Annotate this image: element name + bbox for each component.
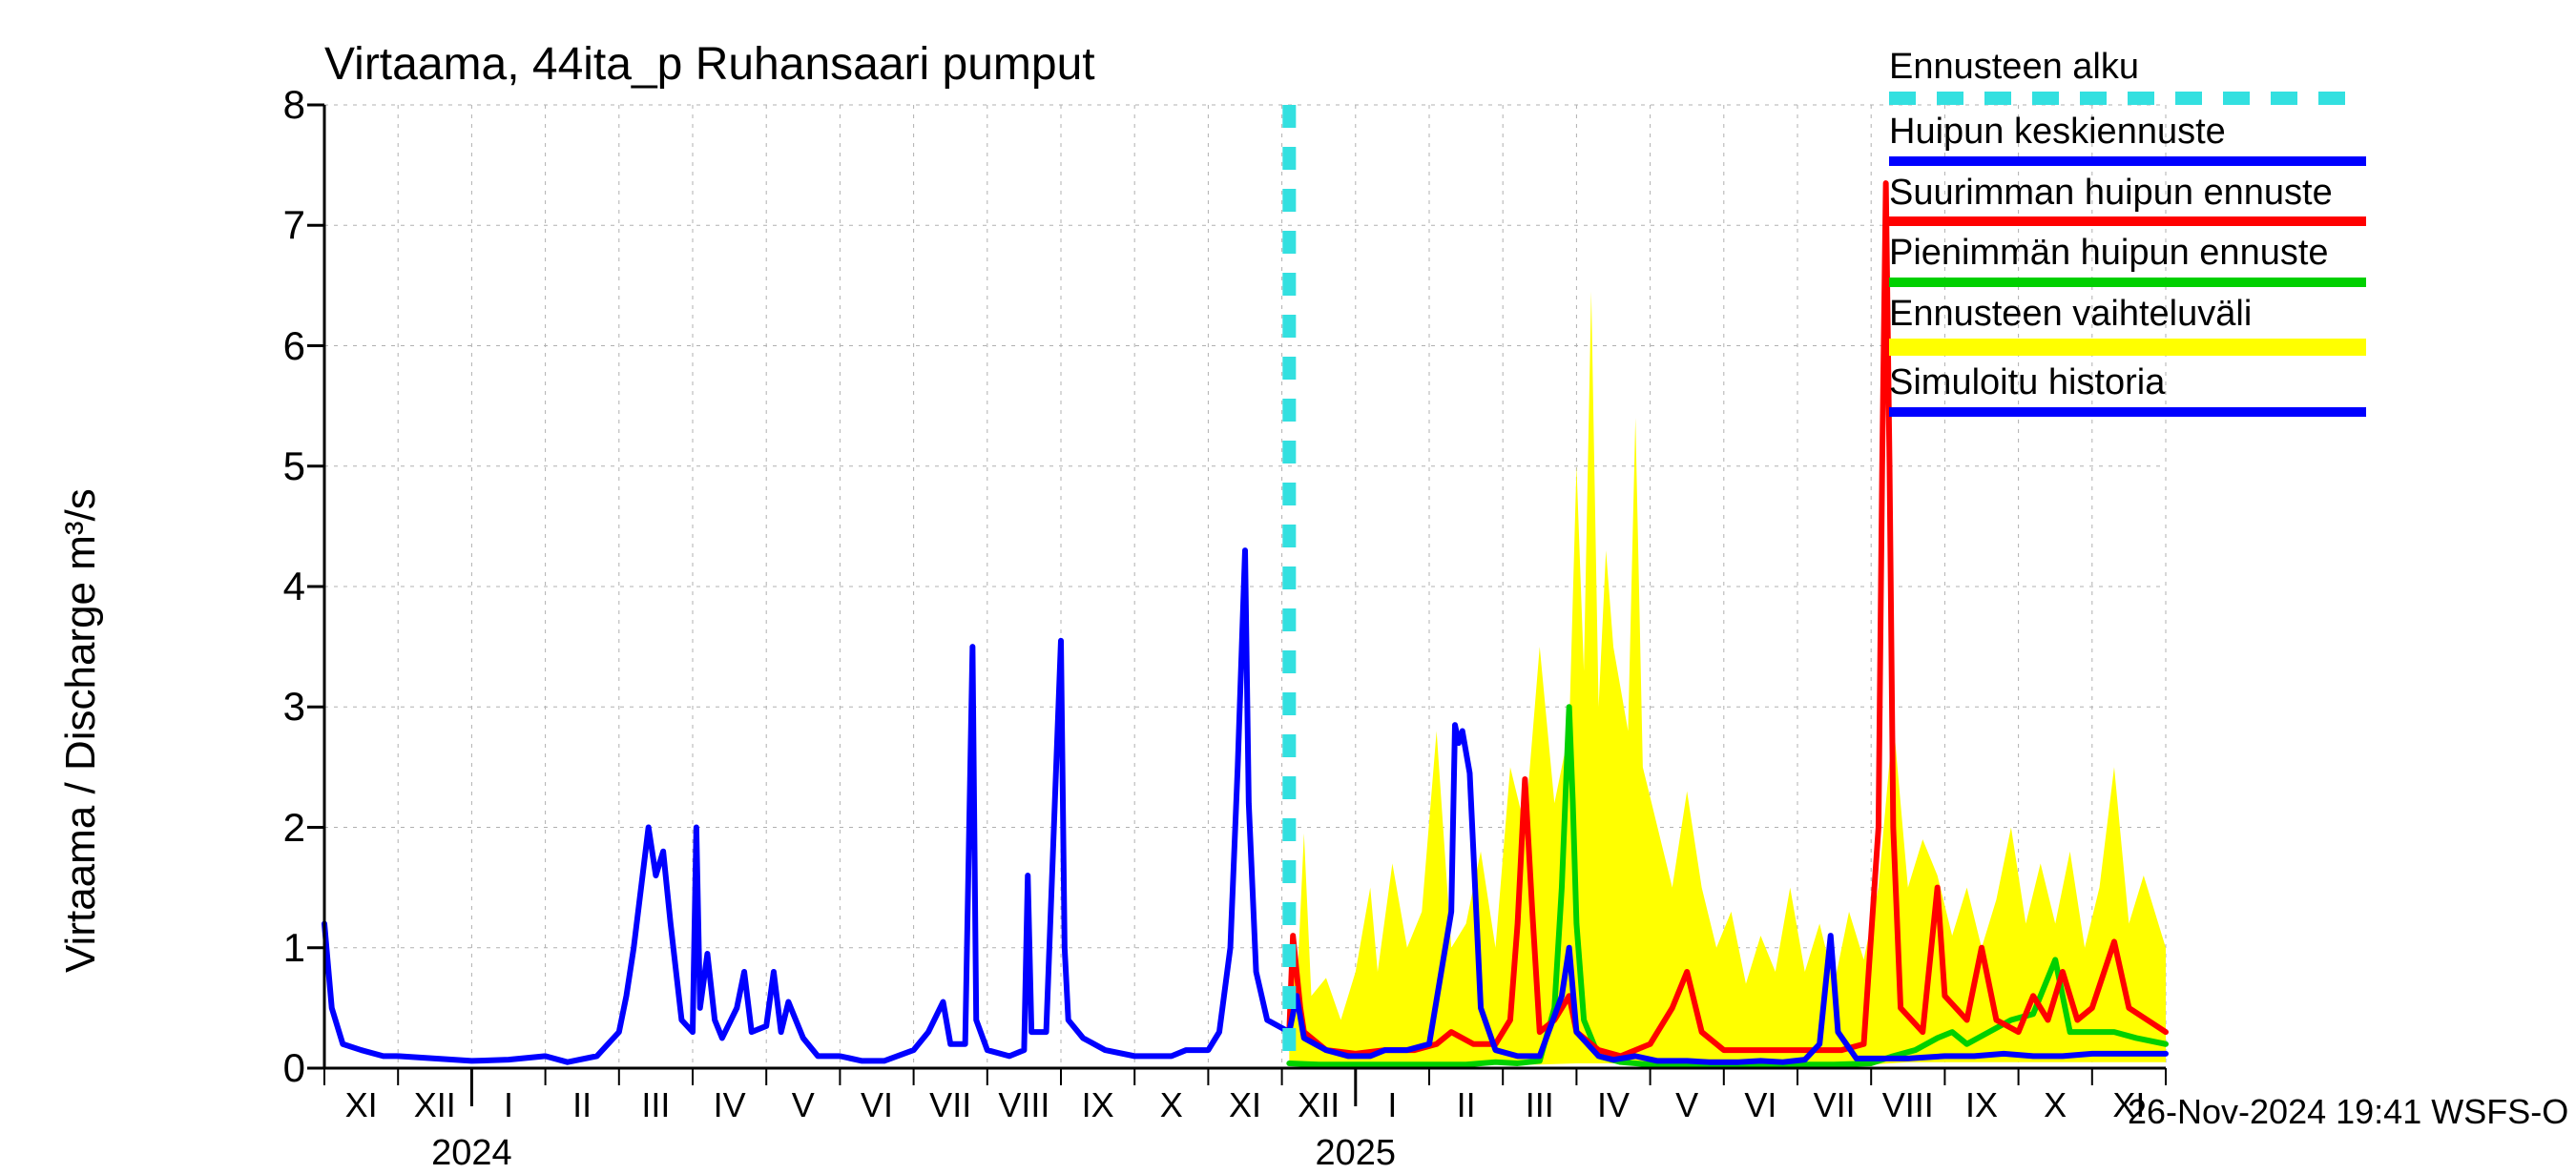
y-tick: 6: [258, 323, 305, 369]
x-tick-month: XI: [345, 1085, 378, 1125]
x-year-label: 2024: [431, 1133, 512, 1174]
x-tick-month: XII: [1298, 1085, 1340, 1125]
x-tick-month: X: [2044, 1085, 2067, 1125]
legend-label: Pienimmän huipun ennuste: [1889, 234, 2557, 274]
legend: Ennusteen alku Huipun keskiennuste Suurimm…: [1889, 48, 2557, 424]
x-tick-month: V: [792, 1085, 815, 1125]
x-tick-month: III: [641, 1085, 670, 1125]
legend-item: Simuloitu historia: [1889, 363, 2557, 417]
y-tick: 8: [258, 82, 305, 128]
x-tick-month: X: [1160, 1085, 1183, 1125]
x-tick-month: XII: [414, 1085, 456, 1125]
legend-swatch: [1889, 216, 2366, 226]
x-tick-month: VIII: [1882, 1085, 1934, 1125]
legend-swatch: [1889, 278, 2366, 287]
legend-item: Ennusteen alku: [1889, 48, 2557, 105]
x-tick-month: VI: [1744, 1085, 1776, 1125]
legend-label: Ennusteen vaihteluväli: [1889, 295, 2557, 335]
x-tick-month: VII: [929, 1085, 971, 1125]
x-tick-month: VIII: [998, 1085, 1049, 1125]
series-history_blue: [324, 550, 1289, 1062]
legend-swatch: [1889, 92, 2366, 105]
legend-label: Suurimman huipun ennuste: [1889, 174, 2557, 214]
y-tick: 0: [258, 1045, 305, 1091]
legend-swatch: [1889, 407, 2366, 417]
x-tick-month: I: [504, 1085, 513, 1125]
y-tick: 5: [258, 443, 305, 489]
x-tick-month: VII: [1814, 1085, 1856, 1125]
legend-item: Ennusteen vaihteluväli: [1889, 295, 2557, 356]
legend-label: Ennusteen alku: [1889, 48, 2557, 88]
footer-timestamp: 26-Nov-2024 19:41 WSFS-O: [2128, 1092, 2568, 1132]
x-tick-month: II: [572, 1085, 592, 1125]
y-axis-label: Virtaama / Discharge m³/s: [57, 488, 105, 973]
x-tick-month: XI: [1229, 1085, 1261, 1125]
legend-label: Huipun keskiennuste: [1889, 113, 2557, 153]
legend-item: Pienimmän huipun ennuste: [1889, 234, 2557, 287]
x-tick-month: IV: [1597, 1085, 1630, 1125]
y-tick: 1: [258, 925, 305, 971]
y-tick: 4: [258, 564, 305, 609]
chart-title: Virtaama, 44ita_p Ruhansaari pumput: [324, 38, 1095, 91]
x-year-label: 2025: [1316, 1133, 1397, 1174]
y-tick: 7: [258, 202, 305, 248]
legend-item: Suurimman huipun ennuste: [1889, 174, 2557, 227]
y-tick: 2: [258, 805, 305, 851]
x-tick-month: IV: [714, 1085, 746, 1125]
x-tick-month: V: [1675, 1085, 1698, 1125]
legend-swatch: [1889, 339, 2366, 356]
chart-container: Virtaama, 44ita_p Ruhansaari pumput Virt…: [0, 0, 2576, 1144]
legend-label: Simuloitu historia: [1889, 363, 2557, 403]
x-tick-month: III: [1526, 1085, 1554, 1125]
x-tick-month: I: [1387, 1085, 1397, 1125]
legend-swatch: [1889, 156, 2366, 166]
y-tick: 3: [258, 684, 305, 730]
x-tick-month: IX: [1082, 1085, 1114, 1125]
x-tick-month: II: [1457, 1085, 1476, 1125]
x-tick-month: IX: [1965, 1085, 1998, 1125]
legend-item: Huipun keskiennuste: [1889, 113, 2557, 166]
x-tick-month: VI: [861, 1085, 893, 1125]
